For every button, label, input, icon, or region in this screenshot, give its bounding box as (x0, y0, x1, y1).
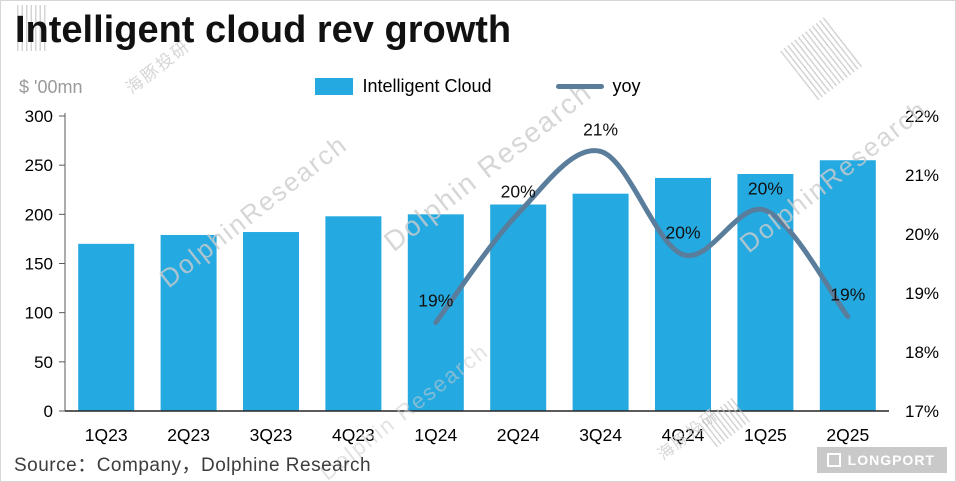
y-left-tick-label: 50 (34, 353, 53, 372)
yoy-point-label: 21% (583, 119, 618, 139)
y-right-tick-label: 21% (905, 166, 939, 185)
longport-label: LONGPORT (847, 452, 935, 468)
x-tick-label: 4Q24 (662, 425, 705, 445)
bar-4Q23 (325, 216, 382, 411)
yoy-point-label: 20% (501, 181, 536, 201)
y-right-tick-label: 22% (905, 107, 939, 126)
page-title: Intelligent cloud rev growth (15, 9, 512, 51)
yoy-point-label: 19% (830, 285, 865, 305)
y-left-tick-label: 250 (25, 156, 53, 175)
legend-item-intelligent-cloud: Intelligent Cloud (315, 76, 492, 97)
chart-legend: Intelligent Cloud yoy (1, 76, 955, 97)
x-tick-label: 2Q25 (826, 425, 869, 445)
yoy-point-label: 19% (418, 291, 453, 311)
yoy-line (433, 148, 851, 325)
yoy-point-label: 20% (748, 178, 783, 198)
source-note: Source：Company，Dolphine Research (14, 455, 372, 476)
y-right-tick-label: 20% (905, 225, 939, 244)
y-left-tick-label: 100 (25, 304, 53, 323)
x-tick-label: 1Q25 (744, 425, 787, 445)
legend-bar-label: Intelligent Cloud (362, 76, 492, 96)
x-tick-label: 1Q24 (414, 425, 457, 445)
x-tick-label: 4Q23 (332, 425, 375, 445)
bar-swatch (315, 78, 354, 95)
x-tick-label: 2Q23 (167, 425, 210, 445)
y-left-tick-label: 0 (44, 402, 53, 421)
legend-item-yoy: yoy (555, 76, 641, 97)
x-tick-label: 3Q23 (250, 425, 293, 445)
bar-1Q24 (407, 214, 464, 411)
x-tick-label: 2Q24 (497, 425, 540, 445)
longport-logo: LONGPORT (816, 447, 947, 473)
y-right-tick-label: 17% (905, 402, 939, 421)
bar-2Q23 (160, 234, 217, 411)
y-right-tick-label: 18% (905, 343, 939, 362)
longport-icon (826, 453, 841, 467)
y-left-tick-label: 300 (25, 107, 53, 126)
unit-label: $ '00mn (19, 77, 83, 97)
bar-3Q24 (572, 193, 629, 411)
y-left-tick-label: 200 (25, 205, 53, 224)
bar-1Q23 (78, 243, 135, 411)
bar-4Q24 (655, 177, 711, 411)
x-tick-label: 1Q23 (85, 425, 128, 445)
y-right-tick-label: 19% (905, 284, 939, 303)
y-left-tick-label: 150 (25, 255, 53, 274)
yoy-point-label: 20% (665, 223, 700, 243)
x-tick-label: 3Q24 (579, 425, 622, 445)
bar-3Q23 (243, 232, 299, 411)
line-swatch (555, 84, 604, 89)
legend-line-label: yoy (612, 76, 641, 96)
